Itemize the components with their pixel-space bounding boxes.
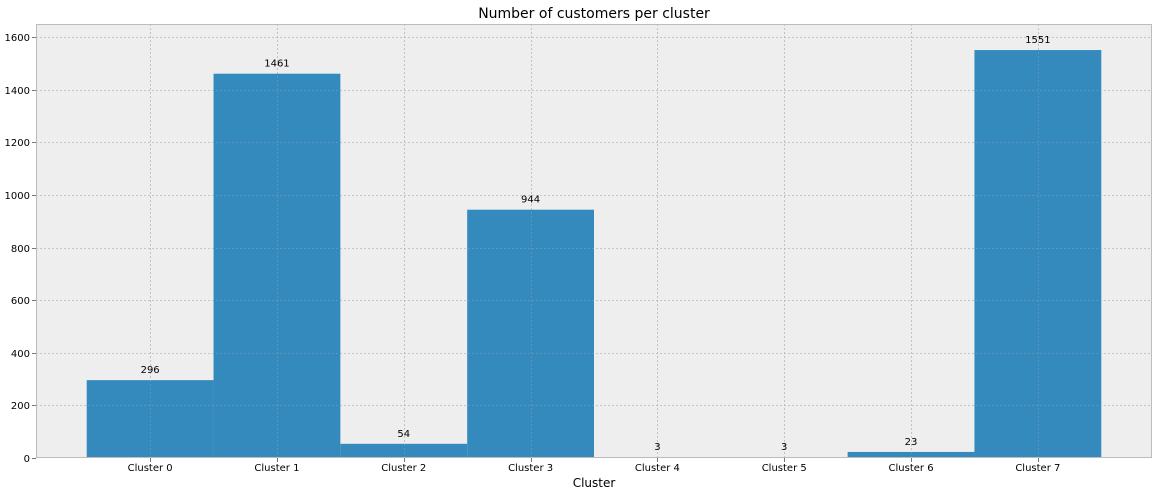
- bar: [213, 73, 341, 458]
- y-tick-label: 600: [11, 296, 30, 307]
- value-label: 3: [781, 442, 787, 453]
- bar: [467, 209, 594, 458]
- bar: [847, 451, 975, 458]
- x-tick-label: Cluster 1: [254, 463, 299, 474]
- value-label: 944: [521, 195, 540, 206]
- y-tick-label: 1200: [5, 138, 30, 149]
- y-tick-label: 1400: [5, 86, 30, 97]
- plot-frame: [36, 24, 1152, 458]
- y-tick-label: 1000: [5, 191, 30, 202]
- value-label: 296: [141, 365, 160, 376]
- bars: [86, 50, 1102, 459]
- y-tick-label: 400: [11, 349, 30, 360]
- x-tick-label: Cluster 7: [1015, 463, 1060, 474]
- bar: [340, 443, 468, 458]
- x-tick-label: Cluster 4: [635, 463, 680, 474]
- bar: [974, 50, 1102, 458]
- bar: [86, 380, 214, 458]
- y-axis-tick-labels: 0 200 400 600 800 1000 1200 1400 1600: [5, 33, 36, 465]
- x-tick-label: Cluster 2: [381, 463, 426, 474]
- value-label: 23: [905, 437, 918, 448]
- y-tick-label: 0: [24, 454, 30, 465]
- chart-title: Number of customers per cluster: [478, 6, 710, 22]
- grid-overlay: [36, 24, 1152, 458]
- value-label: 1461: [264, 59, 289, 70]
- y-tick-label: 200: [11, 401, 30, 412]
- value-label: 3: [654, 442, 660, 453]
- y-tick-label: 800: [11, 244, 30, 255]
- x-tick-label: Cluster 6: [889, 463, 934, 474]
- x-axis-tick-labels: Cluster 0 Cluster 1 Cluster 2 Cluster 3 Clus…: [128, 458, 1060, 474]
- y-tick-label: 1600: [5, 33, 30, 44]
- value-label: 54: [397, 429, 410, 440]
- data-labels: 296 1461 54 944 3 3 23 1551: [141, 35, 1051, 453]
- x-tick-label: Cluster 3: [508, 463, 553, 474]
- x-tick-label: Cluster 5: [762, 463, 807, 474]
- x-tick-label: Cluster 0: [128, 463, 173, 474]
- x-axis-title: Cluster: [573, 476, 616, 490]
- value-label: 1551: [1025, 35, 1050, 46]
